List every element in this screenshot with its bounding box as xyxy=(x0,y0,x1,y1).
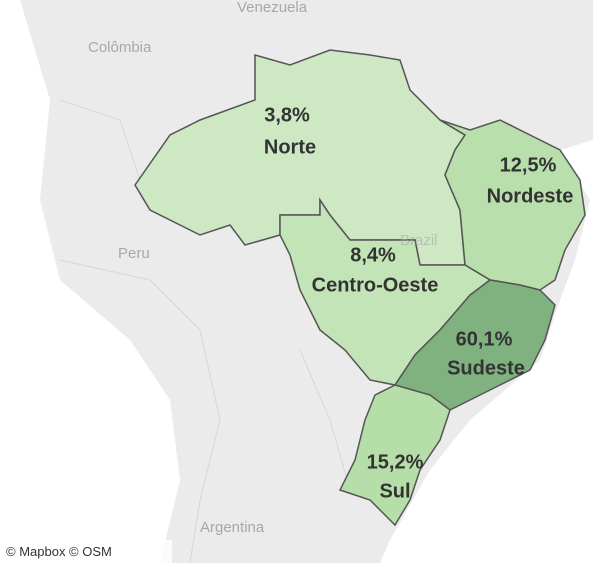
region-share: 8,4% xyxy=(350,244,396,266)
country-label: Peru xyxy=(118,245,150,262)
region-share: 12,5% xyxy=(500,154,557,176)
region-nordeste[interactable] xyxy=(439,119,586,291)
region-share: 3,8% xyxy=(264,104,310,126)
country-label: Venezuela xyxy=(237,0,308,16)
region-share: 15,2% xyxy=(367,451,424,473)
country-label: Colômbia xyxy=(88,39,152,56)
region-name: Centro-Oeste xyxy=(312,274,439,296)
region-name: Sul xyxy=(379,480,410,502)
region-name: Norte xyxy=(264,136,316,158)
region-name: Sudeste xyxy=(447,357,525,379)
borders xyxy=(59,99,351,563)
country-label: Argentina xyxy=(200,519,265,536)
attribution[interactable]: © Mapbox © OSM xyxy=(6,544,112,559)
region-sul[interactable] xyxy=(338,384,451,527)
region-share: 60,1% xyxy=(456,328,513,350)
attribution-box xyxy=(0,540,172,563)
region-name: Nordeste xyxy=(487,185,574,207)
region-sudeste[interactable] xyxy=(393,279,556,411)
country-label: Brazil xyxy=(400,232,438,249)
